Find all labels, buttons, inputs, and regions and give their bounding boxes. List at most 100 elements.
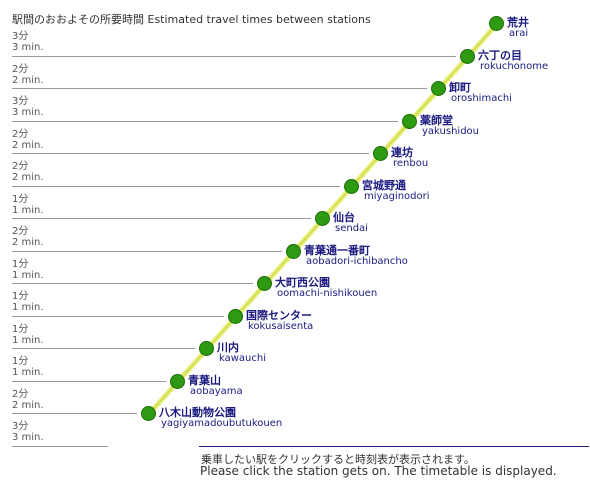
travel-time-segment: 2分 2 min. xyxy=(12,127,369,154)
travel-time-ja: 3分 xyxy=(12,31,29,42)
travel-time-label: 3分 3 min. xyxy=(12,31,44,53)
station-dot-icon[interactable] xyxy=(141,406,156,421)
click-instruction-en: Please click the station gets on. The ti… xyxy=(200,464,557,478)
travel-time-label: 2分 2 min. xyxy=(12,64,44,86)
station-dot-icon[interactable] xyxy=(402,113,417,129)
station-dot-icon[interactable] xyxy=(315,211,330,226)
station-name-ja[interactable]: 大町西公園 xyxy=(275,276,330,289)
travel-time-ja: 3分 xyxy=(12,96,29,107)
station-dot-icon[interactable] xyxy=(373,146,388,161)
segment-rule-line xyxy=(12,120,398,122)
travel-time-segment: 3分 3 min. xyxy=(12,419,108,447)
travel-time-label: 2分 2 min. xyxy=(12,161,44,183)
station-dot-icon[interactable] xyxy=(199,341,214,356)
travel-time-label: 2分 2 min. xyxy=(12,129,44,151)
station-name-ja[interactable]: 川内 xyxy=(217,341,239,354)
station-name-en[interactable]: yakushidou xyxy=(422,125,479,137)
travel-time-label: 3分 3 min. xyxy=(12,96,44,118)
travel-time-segment: 1分 1 min. xyxy=(12,257,253,284)
travel-time-ja: 2分 xyxy=(12,161,29,172)
station-name-en[interactable]: aobadori-ichibancho xyxy=(306,255,408,267)
travel-time-en: 3 min. xyxy=(12,42,44,53)
segment-rule-line xyxy=(12,153,369,154)
segment-rule-line xyxy=(12,185,340,187)
segment-rule-line xyxy=(12,380,166,382)
travel-time-segment: 1分 1 min. xyxy=(12,322,195,349)
segment-rule-line xyxy=(12,445,108,447)
segment-rule-line xyxy=(12,348,195,349)
travel-time-en: 3 min. xyxy=(12,432,44,443)
station-name-en[interactable]: kokusaisenta xyxy=(248,320,314,332)
station-name-en[interactable]: renbou xyxy=(393,158,429,169)
travel-time-label: 3分 3 min. xyxy=(12,421,44,443)
travel-time-en: 2 min. xyxy=(12,172,44,183)
segment-rule-line xyxy=(12,250,282,252)
travel-time-en: 1 min. xyxy=(12,269,44,281)
travel-time-en: 1 min. xyxy=(12,302,44,313)
station-dot-icon[interactable] xyxy=(460,48,475,64)
station-name-ja[interactable]: 宮城野通 xyxy=(362,178,406,192)
travel-time-en: 2 min. xyxy=(12,237,44,248)
travel-time-ja: 1分 xyxy=(12,193,29,205)
station-name-ja[interactable]: 卸町 xyxy=(449,81,471,94)
station-name-en[interactable]: aobayama xyxy=(190,385,243,397)
travel-time-en: 3 min. xyxy=(12,107,44,118)
travel-time-ja: 2分 xyxy=(12,226,29,237)
segment-rule-line xyxy=(12,315,224,317)
travel-time-label: 1分 1 min. xyxy=(12,291,44,313)
station-name-en[interactable]: oomachi-nishikouen xyxy=(277,288,378,299)
station-dot-icon[interactable] xyxy=(489,16,504,31)
travel-time-label: 1分 1 min. xyxy=(12,356,44,378)
travel-time-en: 2 min. xyxy=(12,399,44,411)
station-dot-icon[interactable] xyxy=(228,308,243,324)
station-name-ja[interactable]: 荒井 xyxy=(507,16,529,29)
page-title: 駅間のおおよその所要時間 Estimated travel times betw… xyxy=(12,13,371,26)
travel-time-en: 1 min. xyxy=(12,204,44,216)
station-dot-icon[interactable] xyxy=(286,243,301,259)
station-name-en[interactable]: arai xyxy=(509,28,529,39)
station-name-en[interactable]: yagiyamadoubutukouen xyxy=(161,418,283,429)
station-name-ja[interactable]: 六丁の目 xyxy=(478,48,522,62)
travel-time-label: 2分 2 min. xyxy=(12,389,44,411)
travel-time-ja: 1分 xyxy=(12,291,29,302)
click-instruction-ja: 乗車したい駅をクリックすると時刻表が表示されます。 xyxy=(201,453,475,466)
station-name-ja[interactable]: 連坊 xyxy=(391,146,413,159)
travel-time-label: 1分 1 min. xyxy=(12,324,44,346)
station-name-en[interactable]: rokuchonome xyxy=(480,60,549,72)
segment-rule-line xyxy=(12,283,253,284)
travel-time-ja: 2分 xyxy=(12,388,29,400)
station-name-en[interactable]: sendai xyxy=(335,223,368,234)
station-dot-icon[interactable] xyxy=(170,373,185,389)
station-name-en[interactable]: kawauchi xyxy=(219,353,267,364)
travel-time-ja: 2分 xyxy=(12,128,29,140)
travel-time-ja: 1分 xyxy=(12,356,29,367)
station-name-ja[interactable]: 青葉山 xyxy=(188,373,221,387)
travel-time-segment: 3分 3 min. xyxy=(12,29,456,57)
station-dot-icon[interactable] xyxy=(344,178,359,194)
station-name-en[interactable]: miyaginodori xyxy=(364,190,430,202)
travel-time-segment: 2分 2 min. xyxy=(12,159,340,187)
station-name-en[interactable]: oroshimachi xyxy=(451,93,512,104)
travel-time-segment: 1分 1 min. xyxy=(12,192,311,219)
station-name-ja[interactable]: 薬師堂 xyxy=(420,113,453,127)
footer-divider xyxy=(199,446,589,447)
travel-time-segment: 2分 2 min. xyxy=(12,62,427,89)
station-name-ja[interactable]: 仙台 xyxy=(333,211,355,224)
station-dot-icon[interactable] xyxy=(431,81,446,96)
travel-time-label: 1分 1 min. xyxy=(12,194,44,216)
travel-time-label: 1分 1 min. xyxy=(12,259,44,281)
travel-time-ja: 3分 xyxy=(12,421,29,432)
travel-time-en: 2 min. xyxy=(12,74,44,86)
travel-time-ja: 1分 xyxy=(12,258,29,270)
station-name-ja[interactable]: 青葉通一番町 xyxy=(304,243,370,257)
travel-time-en: 1 min. xyxy=(12,367,44,378)
station-name-ja[interactable]: 国際センター xyxy=(246,308,312,322)
travel-time-segment: 2分 2 min. xyxy=(12,387,137,414)
station-dot-icon[interactable] xyxy=(257,276,272,291)
station-name-ja[interactable]: 八木山動物公園 xyxy=(159,406,236,419)
travel-time-ja: 1分 xyxy=(12,323,29,335)
segment-rule-line xyxy=(12,88,427,89)
travel-time-en: 2 min. xyxy=(12,139,44,151)
travel-time-segment: 1分 1 min. xyxy=(12,289,224,317)
travel-time-segment: 2分 2 min. xyxy=(12,224,282,252)
